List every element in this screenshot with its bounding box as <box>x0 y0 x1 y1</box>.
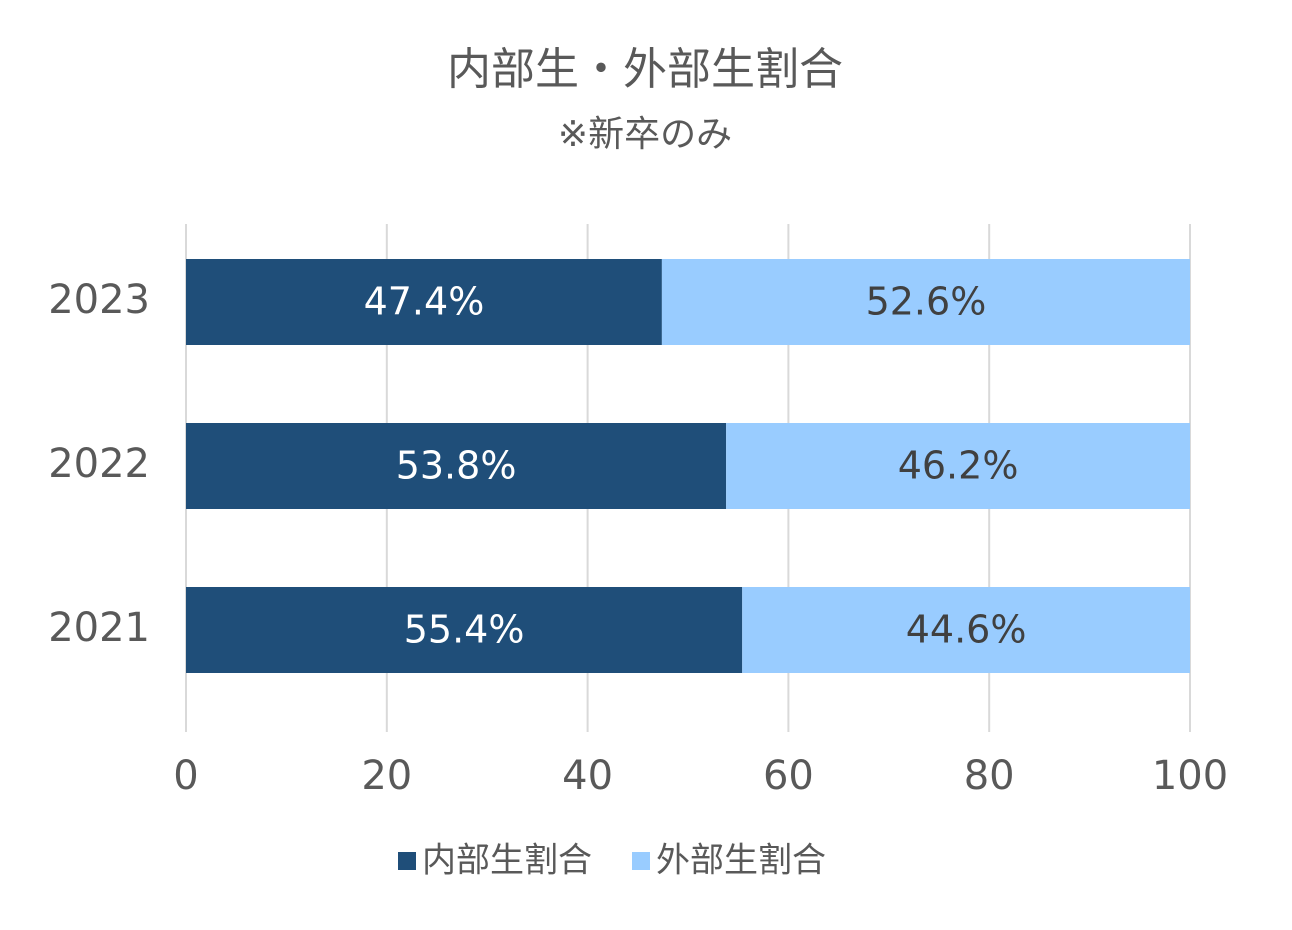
y-tick-label: 2021 <box>48 605 150 651</box>
value-label: 53.8% <box>396 444 517 488</box>
value-label: 46.2% <box>898 444 1019 488</box>
chart-title: 内部生・外部生割合 <box>447 44 843 95</box>
x-tick-label: 60 <box>763 753 814 799</box>
bar <box>661 259 1190 345</box>
chart-subtitle: ※新卒のみ <box>558 114 732 155</box>
x-tick-label: 40 <box>562 753 613 799</box>
x-tick-label: 80 <box>964 753 1015 799</box>
legend-label: 外部生割合 <box>656 841 826 881</box>
bar <box>186 587 743 673</box>
y-tick-label: 2022 <box>48 441 150 487</box>
y-tick-label: 2023 <box>48 277 150 323</box>
legend-swatch <box>398 852 416 870</box>
legend-swatch <box>632 852 650 870</box>
bar <box>186 423 727 509</box>
x-tick-label: 20 <box>361 753 412 799</box>
bar <box>186 259 662 345</box>
bar <box>726 423 1190 509</box>
value-label: 44.6% <box>906 608 1027 652</box>
x-tick-label: 0 <box>173 753 198 799</box>
legend-label: 内部生割合 <box>422 841 592 881</box>
bar <box>742 587 1190 673</box>
value-label: 55.4% <box>404 608 525 652</box>
value-label: 52.6% <box>866 280 987 324</box>
x-tick-label: 100 <box>1152 753 1228 799</box>
value-label: 47.4% <box>364 280 485 324</box>
